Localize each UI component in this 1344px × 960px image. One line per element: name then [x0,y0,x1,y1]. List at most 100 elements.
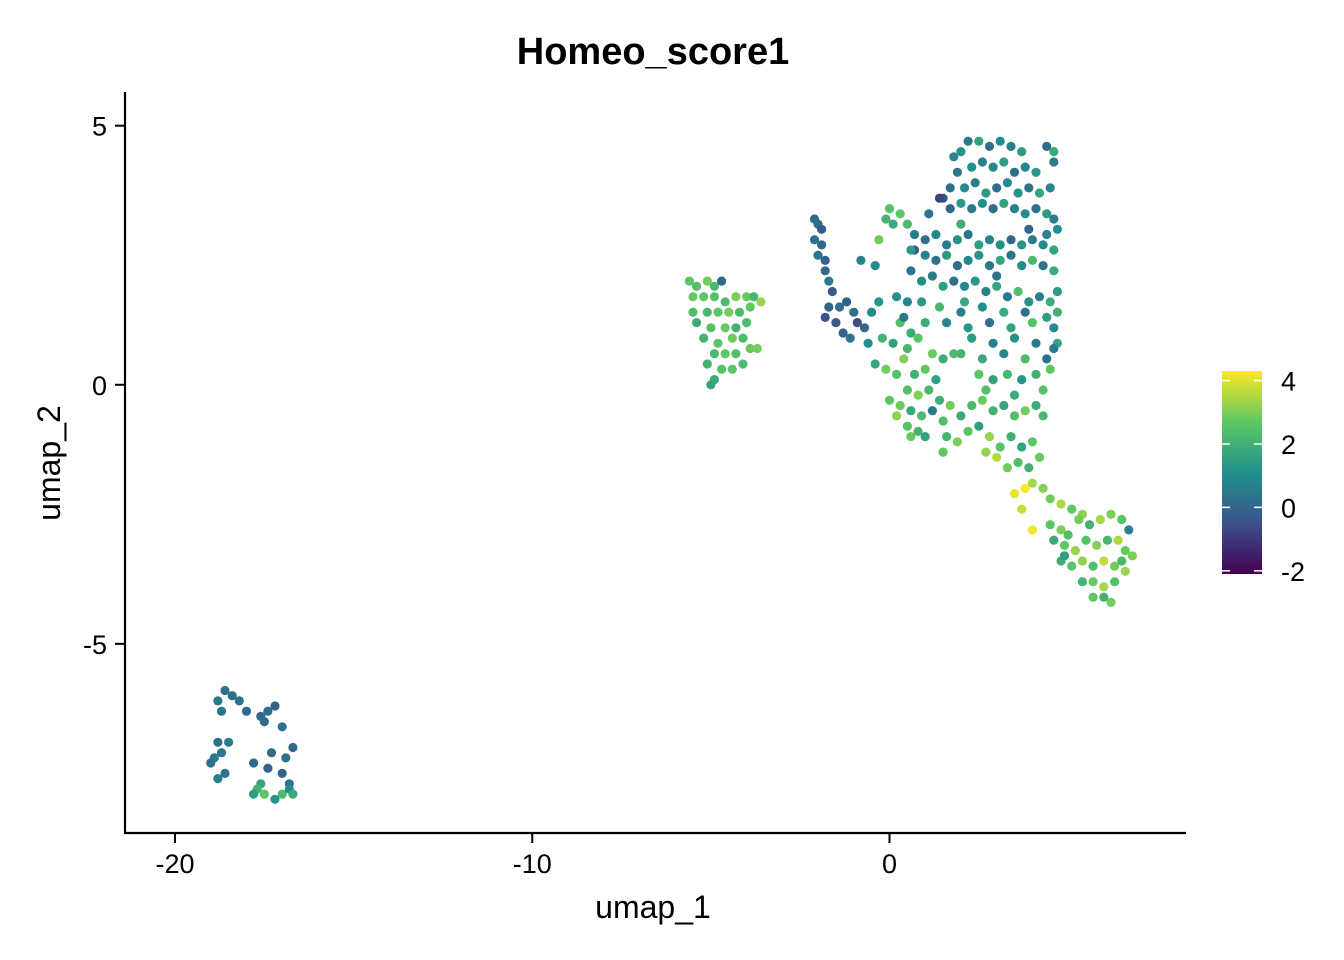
data-point [241,706,252,716]
data-point [1020,406,1030,416]
data-point [1052,224,1062,234]
data-point [899,354,909,364]
data-point [963,426,973,436]
data-point [277,768,287,779]
data-point [1099,582,1109,592]
data-point [909,369,920,379]
data-point [213,696,223,706]
data-point [1045,520,1055,530]
data-point [970,178,980,188]
data-point [1059,540,1070,551]
data-point [867,307,877,317]
colorbar-tick-label: -2 [1281,557,1305,587]
data-point [859,323,870,333]
data-point [1017,375,1027,385]
data-point [956,219,966,229]
data-point [213,774,223,784]
data-point [738,359,748,369]
data-point [731,323,741,333]
data-point [1110,561,1120,571]
data-point [1052,307,1062,317]
data-point [1027,255,1037,265]
data-point [813,250,823,260]
data-point [974,240,984,250]
data-point [977,157,988,167]
y-axis-ticks: -5 0 5 [83,112,125,660]
data-point [1013,188,1023,198]
data-point [995,255,1005,265]
data-point [892,369,902,379]
data-point [820,312,830,322]
x-axis-title: umap_1 [595,889,711,925]
data-point [699,292,709,302]
data-point [884,395,895,405]
data-point [1049,245,1059,255]
data-point [920,250,930,260]
data-point [749,292,759,302]
data-point [1049,323,1059,333]
data-point [1002,369,1013,379]
data-point [938,416,948,426]
data-point [1049,266,1059,276]
data-point [692,281,702,291]
data-point [720,297,730,307]
data-point [956,349,966,359]
data-point [1088,577,1098,587]
data-point [945,204,955,214]
data-point [920,364,930,374]
data-point [892,292,902,302]
data-point [942,250,952,260]
data-point [713,338,723,348]
data-point [727,333,737,343]
data-point [820,255,830,265]
data-point [1099,556,1109,566]
data-point [984,261,995,271]
data-point [931,255,941,265]
data-point [934,193,945,203]
data-point [1027,478,1037,488]
data-point [745,343,755,354]
data-point [1127,551,1137,561]
data-point [1106,509,1116,519]
data-point [852,318,862,328]
data-point [1009,167,1020,177]
data-point [1020,162,1030,172]
data-point [224,737,234,747]
data-point [249,758,259,768]
y-tick-label: 0 [92,371,107,401]
data-point [877,333,887,343]
data-point [888,338,898,348]
data-points [206,136,1137,804]
data-point [1067,561,1077,571]
data-point [738,333,748,343]
data-point [913,390,923,400]
data-point [281,753,291,763]
data-point [1088,592,1098,602]
data-point [709,349,720,359]
data-point [263,706,273,716]
data-point [849,307,859,317]
x-axis-ticks: -20 -10 0 [155,833,897,879]
data-point [724,307,734,317]
data-point [963,229,973,240]
data-point [1067,504,1077,514]
data-point [824,276,834,286]
data-point [727,364,737,374]
data-point [927,271,938,281]
colorbar-tick-label: 2 [1281,430,1296,460]
data-point [895,400,905,411]
data-point [999,349,1009,359]
data-point [863,338,873,348]
data-point [920,318,930,328]
data-point [967,333,977,343]
data-point [931,229,941,240]
data-point [1038,483,1048,493]
data-point [1009,390,1020,400]
data-point [1009,489,1020,499]
data-point [1081,535,1091,545]
data-point [1088,561,1098,571]
data-point [967,204,977,214]
data-point [902,385,913,395]
data-point [906,328,916,338]
data-point [963,255,973,265]
